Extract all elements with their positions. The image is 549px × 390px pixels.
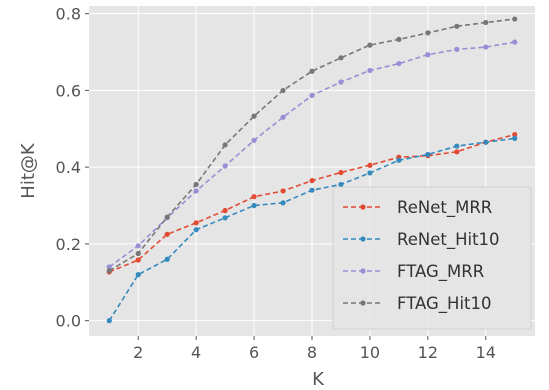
series-ftag-hit10 bbox=[106, 16, 518, 274]
x-tick-label: 14 bbox=[476, 343, 496, 362]
data-point bbox=[280, 114, 286, 120]
data-point bbox=[251, 202, 257, 209]
y-tick-label: 0.8 bbox=[56, 5, 81, 24]
data-point bbox=[309, 177, 315, 184]
data-point bbox=[135, 250, 141, 257]
data-point bbox=[367, 170, 373, 176]
data-point bbox=[135, 272, 141, 278]
data-point bbox=[396, 36, 402, 42]
data-point bbox=[193, 181, 199, 188]
legend-label: FTAG_Hit10 bbox=[397, 294, 492, 314]
x-tick-label: 12 bbox=[418, 343, 438, 362]
data-point bbox=[338, 55, 344, 61]
data-point bbox=[251, 137, 257, 143]
legend-item: FTAG_Hit10 bbox=[343, 294, 492, 314]
data-point bbox=[193, 188, 199, 194]
data-point bbox=[425, 30, 431, 36]
x-tick-label: 4 bbox=[191, 343, 201, 362]
data-point bbox=[222, 142, 228, 148]
legend-marker bbox=[360, 300, 366, 306]
data-point bbox=[309, 68, 315, 74]
data-point bbox=[454, 23, 460, 29]
data-point bbox=[222, 207, 228, 214]
grid-lines bbox=[89, 6, 535, 336]
legend-box bbox=[332, 186, 532, 330]
data-point bbox=[222, 163, 228, 169]
data-point bbox=[193, 227, 199, 233]
data-point bbox=[367, 42, 373, 48]
legend-label: ReNet_MRR bbox=[397, 198, 492, 218]
data-point bbox=[425, 151, 431, 158]
legend: ReNet_MRR ReNet_Hit10 FTAG_MRR FTAG_Hit10 bbox=[332, 186, 532, 330]
data-point bbox=[193, 220, 199, 226]
data-point bbox=[338, 79, 344, 85]
data-point bbox=[483, 139, 489, 145]
data-point bbox=[164, 231, 170, 237]
data-point bbox=[338, 169, 344, 176]
data-point bbox=[251, 194, 257, 200]
x-tick-label: 2 bbox=[133, 343, 143, 362]
legend-marker bbox=[360, 268, 366, 274]
legend-item: FTAG_MRR bbox=[343, 262, 484, 282]
legend-item: ReNet_MRR bbox=[343, 198, 492, 218]
data-point bbox=[396, 60, 402, 67]
data-point bbox=[164, 214, 170, 220]
data-point bbox=[164, 256, 170, 262]
data-point bbox=[251, 113, 257, 119]
y-tick-label: 0.6 bbox=[56, 81, 81, 100]
x-tick-label: 6 bbox=[249, 343, 259, 362]
legend-label: FTAG_MRR bbox=[397, 262, 484, 282]
data-point bbox=[135, 257, 141, 263]
data-point bbox=[454, 46, 460, 52]
data-point bbox=[280, 87, 286, 94]
data-point bbox=[367, 162, 373, 168]
data-point bbox=[367, 67, 373, 74]
data-point bbox=[454, 143, 460, 149]
data-point bbox=[512, 16, 518, 22]
series-ftag-mrr bbox=[106, 39, 518, 270]
data-point bbox=[512, 131, 518, 138]
data-point bbox=[309, 187, 315, 193]
legend-marker bbox=[360, 236, 366, 242]
series-renet-hit10 bbox=[106, 135, 518, 324]
data-point bbox=[135, 243, 141, 249]
data-point bbox=[280, 200, 286, 206]
data-point bbox=[222, 215, 228, 221]
legend-item: ReNet_Hit10 bbox=[343, 230, 500, 250]
data-point bbox=[280, 188, 286, 194]
data-point bbox=[483, 44, 489, 50]
y-tick-label: 0.2 bbox=[56, 235, 81, 254]
data-point bbox=[512, 39, 518, 45]
x-axis-label: K bbox=[312, 369, 325, 390]
data-point bbox=[309, 92, 315, 99]
legend-label: ReNet_Hit10 bbox=[397, 230, 500, 250]
data-point bbox=[425, 52, 431, 58]
data-point bbox=[396, 157, 402, 163]
data-point bbox=[454, 149, 460, 155]
y-axis-label: Hit@K bbox=[18, 142, 39, 199]
y-tick-label: 0.4 bbox=[56, 158, 81, 177]
data-point bbox=[106, 268, 112, 274]
data-point bbox=[483, 19, 489, 26]
data-point bbox=[106, 318, 112, 324]
x-tick-label: 10 bbox=[360, 343, 380, 362]
y-tick-label: 0.0 bbox=[56, 312, 81, 331]
series-group bbox=[106, 16, 518, 324]
data-point bbox=[106, 264, 112, 270]
data-point bbox=[338, 181, 344, 188]
data-point bbox=[512, 135, 518, 141]
legend-marker bbox=[360, 204, 366, 210]
tick-labels: 2 4 6 8 10 12 14 0.0 0.2 0.4 0.6 0.8 bbox=[56, 5, 496, 362]
x-tick-label: 8 bbox=[307, 343, 317, 362]
